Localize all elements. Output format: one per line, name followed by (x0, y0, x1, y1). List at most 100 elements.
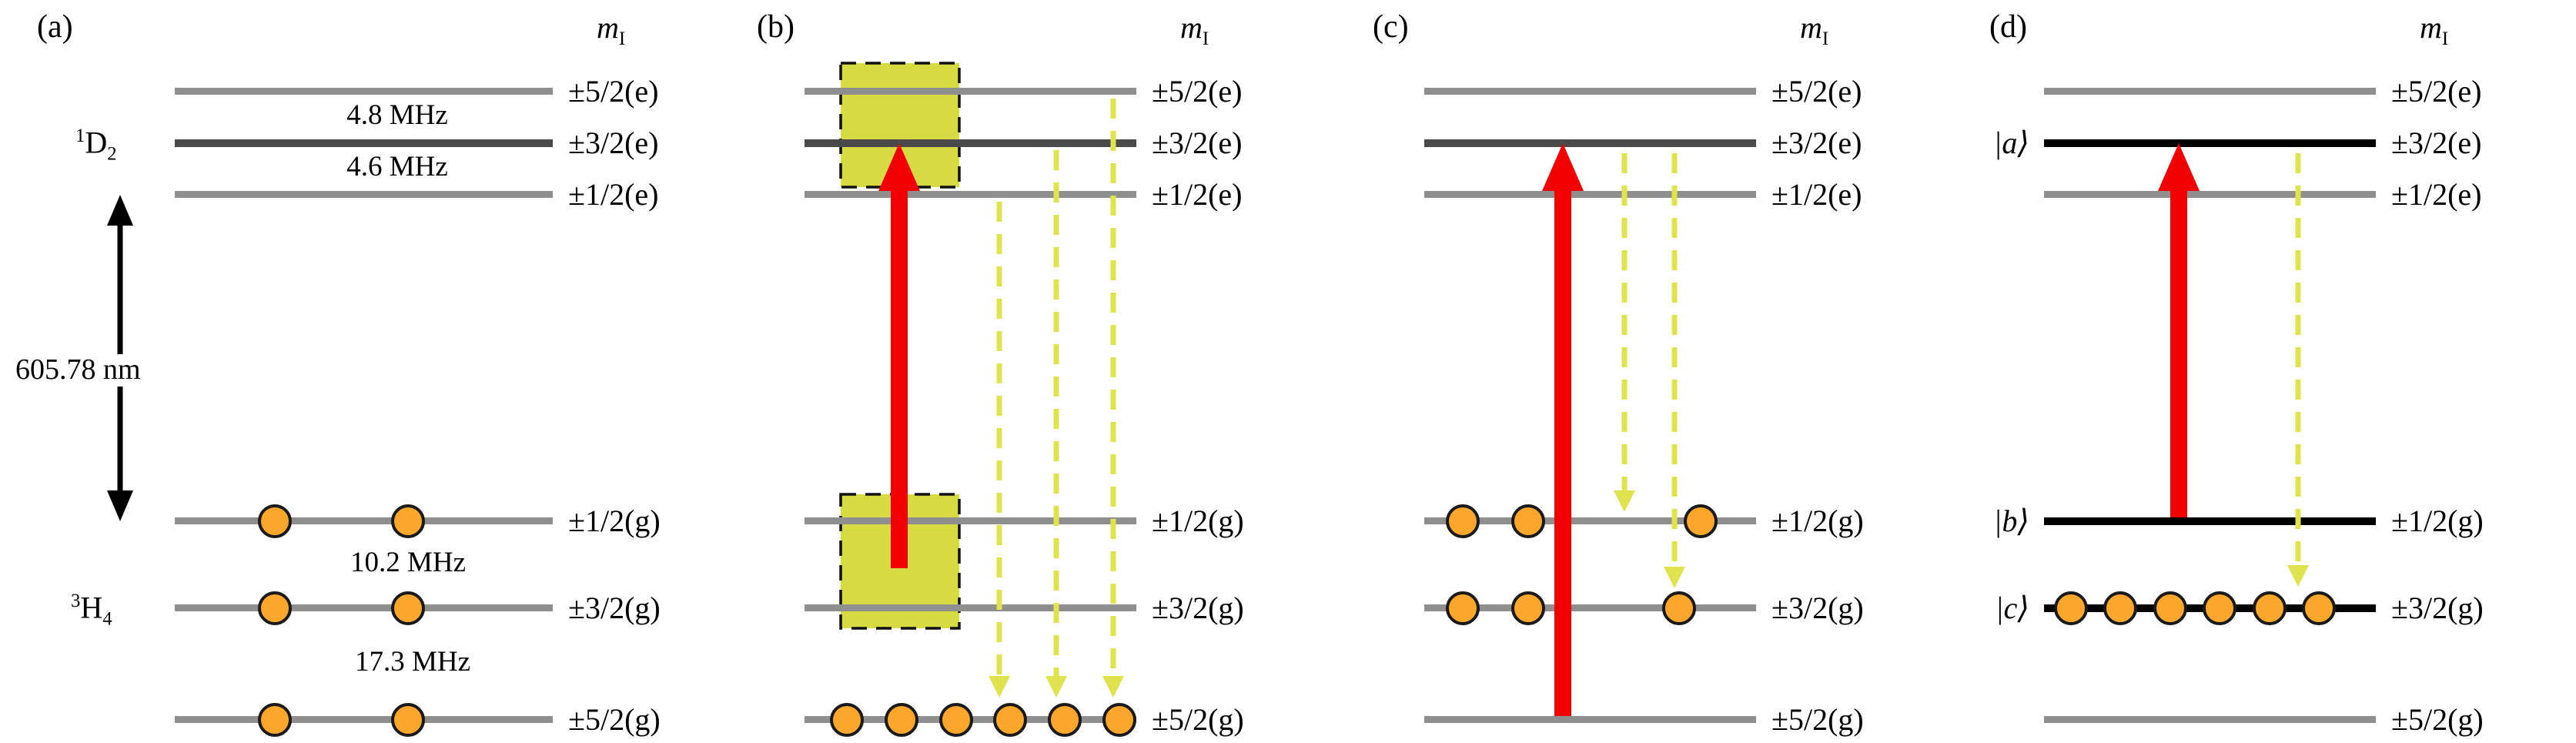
splitting-label-excited-lower: 4.6 MHz (346, 151, 448, 182)
level-c-1half-e (1424, 191, 1756, 198)
level-label-3half-g: ±3/2(g) (568, 591, 661, 625)
panel-c-mi-header: mI (1800, 10, 1829, 50)
population-circle (885, 703, 918, 737)
term-sup: 3 (71, 591, 81, 611)
mi-sub: I (618, 28, 626, 49)
population-circle (2302, 591, 2336, 625)
level-label-1half-g: ±1/2(g) (1152, 504, 1244, 538)
level-a-1half-g (175, 517, 553, 524)
splitting-label-excited-upper: 4.8 MHz (346, 99, 448, 131)
population-circle (1102, 703, 1136, 737)
term-sub: 4 (102, 608, 112, 630)
population-circle (258, 504, 292, 538)
level-a-5half-g (175, 716, 553, 723)
panel-d-label: (d) (1989, 9, 2027, 45)
level-b-5half-e (805, 88, 1136, 95)
mi-sub: I (1202, 28, 1209, 49)
panel-b-label: (b) (757, 9, 795, 45)
level-label-1half-e: ±1/2(e) (1152, 177, 1243, 212)
splitting-label-ground-upper: 10.2 MHz (350, 547, 467, 578)
level-c-5half-e (1424, 88, 1756, 95)
panel-a-label: (a) (37, 9, 73, 45)
level-label-3half-e: ±3/2(e) (2391, 126, 2482, 160)
term-letter: D (85, 125, 108, 160)
level-c-1half-g (1424, 517, 1756, 524)
decay-arrow (2287, 153, 2309, 587)
population-circle (1662, 591, 1696, 625)
population-circle (2103, 591, 2137, 625)
level-label-5half-e: ±5/2(e) (568, 74, 659, 109)
wavelength-label: 605.78 nm (11, 353, 146, 387)
pump-arrow (878, 143, 920, 568)
population-circle (391, 703, 425, 737)
level-label-3half-e: ±3/2(e) (1152, 126, 1243, 160)
level-c-3half-e (1424, 139, 1756, 147)
level-label-3half-e: ±3/2(e) (1771, 126, 1862, 160)
level-label-5half-g: ±5/2(g) (1771, 702, 1864, 737)
population-circle (830, 703, 864, 737)
level-label-1half-g: ±1/2(g) (1771, 504, 1864, 538)
level-label-1half-g: ±1/2(g) (2391, 504, 2484, 538)
panel-a-mi-header: mI (597, 10, 626, 50)
level-label-5half-g: ±5/2(g) (1152, 702, 1244, 737)
population-circle (2253, 591, 2287, 625)
decay-arrow (1102, 99, 1124, 698)
population-circle (258, 591, 292, 625)
population-circle (391, 504, 425, 538)
population-circle (2153, 591, 2187, 625)
decay-arrow (1614, 153, 1635, 512)
term-sup: 1 (75, 126, 85, 146)
level-c-3half-g (1424, 604, 1756, 611)
level-label-5half-e: ±5/2(e) (1152, 74, 1243, 109)
population-circle (939, 703, 973, 737)
level-label-1half-g: ±1/2(g) (568, 504, 661, 538)
mi-base: m (1800, 10, 1822, 45)
pump-arrow (2158, 143, 2200, 517)
level-label-1half-e: ±1/2(e) (568, 177, 659, 212)
level-label-5half-e: ±5/2(e) (1771, 74, 1862, 109)
level-b-3half-g (805, 604, 1136, 611)
excited-term-1D2: 1D2 (75, 126, 117, 165)
level-d-1half-e (2044, 191, 2376, 198)
level-label-1half-e: ±1/2(e) (1771, 177, 1862, 212)
level-label-5half-e: ±5/2(e) (2391, 74, 2482, 109)
term-letter: H (80, 590, 103, 625)
panel-b-mi-header: mI (1180, 11, 1209, 50)
panel-d-mi-header: mI (2420, 10, 2449, 50)
state-label-c: |c⟩ (1995, 591, 2029, 625)
level-label-1half-e: ±1/2(e) (2391, 177, 2482, 212)
pump-arrow (1542, 143, 1584, 716)
population-circle (2203, 591, 2236, 625)
population-circle (1446, 504, 1480, 538)
level-label-3half-g: ±3/2(g) (1771, 591, 1864, 625)
level-label-5half-g: ±5/2(g) (2391, 702, 2484, 737)
mi-base: m (2420, 10, 2442, 45)
level-d-3half-e-state-a (2044, 139, 2376, 147)
population-circle (1684, 504, 1718, 538)
mi-sub: I (2441, 28, 2449, 49)
level-b-1half-g (805, 517, 1136, 524)
level-d-5half-e (2044, 88, 2376, 95)
population-circle (1048, 703, 1082, 737)
level-d-1half-g-state-b (2044, 517, 2376, 525)
level-label-5half-g: ±5/2(g) (568, 702, 661, 737)
level-label-3half-g: ±3/2(g) (2391, 591, 2484, 625)
population-circle (993, 703, 1027, 737)
level-c-5half-g (1424, 716, 1756, 723)
splitting-label-ground-lower: 17.3 MHz (354, 646, 471, 678)
population-circle (391, 591, 425, 625)
level-a-3half-g (175, 604, 553, 611)
population-circle (1511, 504, 1545, 538)
level-b-1half-e (805, 191, 1136, 198)
mi-sub: I (1822, 28, 1829, 49)
mi-base: m (597, 10, 619, 45)
population-circle (258, 703, 292, 737)
population-circle (1446, 591, 1480, 625)
decay-arrow (989, 202, 1010, 698)
level-a-3half-e (175, 139, 553, 147)
state-label-a: |a⟩ (1993, 126, 2029, 160)
ground-term-3H4: 3H4 (71, 591, 112, 630)
level-a-1half-e (175, 191, 553, 198)
level-d-5half-g (2044, 716, 2376, 723)
